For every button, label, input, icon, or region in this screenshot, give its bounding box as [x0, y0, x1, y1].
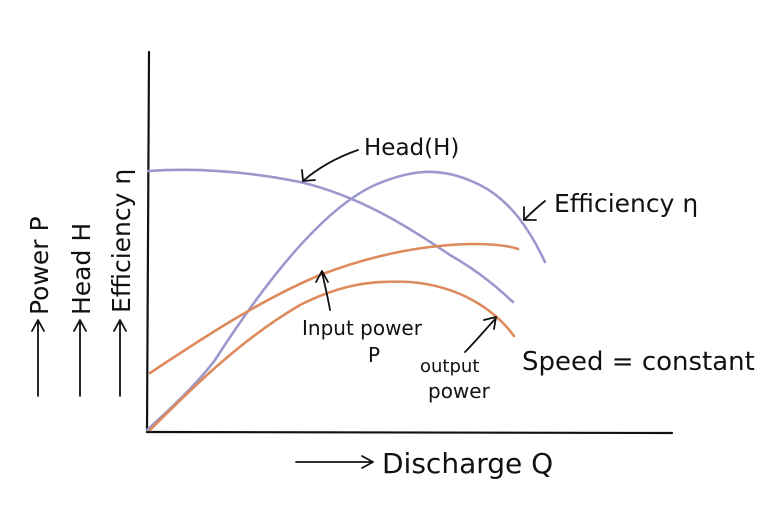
x-axis — [145, 430, 674, 435]
head-side-arrow — [73, 319, 87, 397]
speed-annotation: Speed = constant — [522, 347, 755, 377]
efficiency-side-arrow — [113, 319, 127, 397]
power-arrow — [31, 319, 45, 397]
x-axis-label: Discharge Q — [382, 447, 553, 480]
input-power-annotation: Input power — [302, 316, 423, 340]
output-power-annotation-line2: power — [428, 379, 491, 403]
discharge-arrow — [295, 455, 374, 469]
y-axis-label-head: Head H — [67, 223, 96, 397]
series-input-power — [148, 242, 520, 375]
series-output-power — [148, 280, 516, 432]
output-power-arrow — [464, 316, 497, 353]
y-label-efficiency: Efficiency η — [107, 169, 136, 313]
y-axis-label-efficiency: Efficiency η — [107, 169, 136, 397]
efficiency-annotation: Efficiency η — [554, 189, 698, 218]
input-power-symbol: P — [368, 343, 380, 367]
y-axis — [145, 50, 151, 434]
series-efficiency — [145, 170, 547, 432]
y-axis-label-power: Power P — [25, 216, 54, 397]
y-label-head: Head H — [67, 223, 96, 315]
output-power-annotation: output — [420, 356, 479, 377]
series-head — [146, 168, 515, 304]
head-annotation: Head(H) — [364, 135, 459, 161]
efficiency-arrow — [523, 200, 546, 221]
head-arrow — [301, 149, 359, 182]
y-label-power: Power P — [25, 216, 54, 315]
input-power-arrow — [315, 270, 331, 311]
